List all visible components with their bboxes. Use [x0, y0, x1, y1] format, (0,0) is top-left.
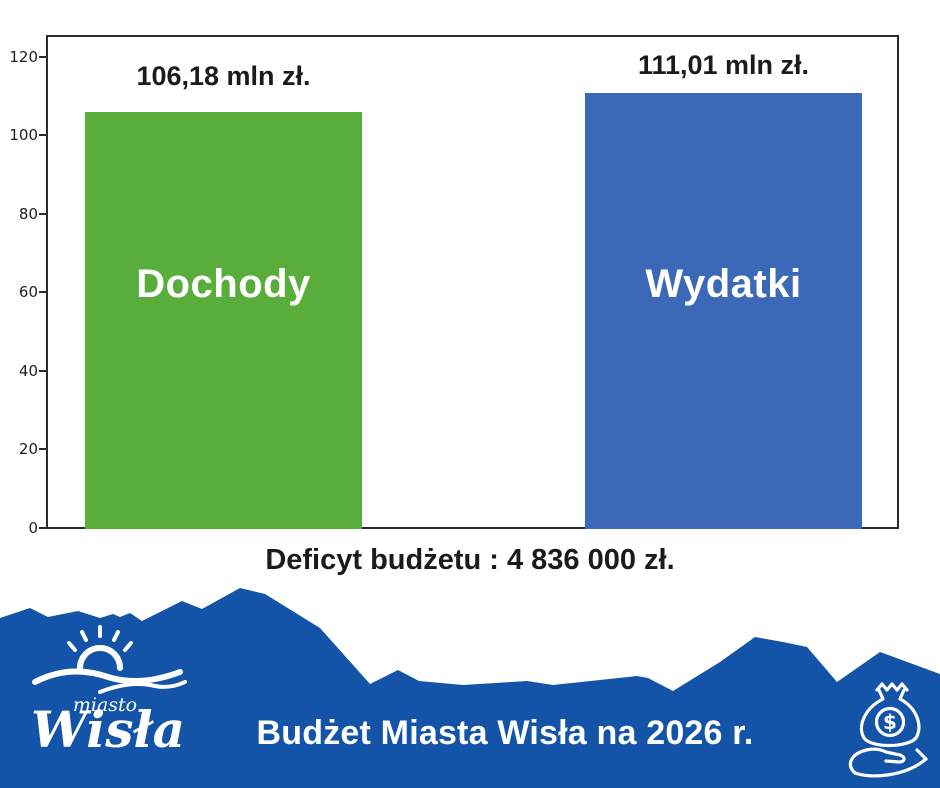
bar-category-label-dochody: Dochody: [136, 262, 311, 306]
ytick-label-20: 20: [18, 440, 38, 458]
deficit-annotation: Deficyt budżetu : 4 836 000 zł.: [265, 544, 675, 576]
budget-bar-chart: 120 100 80 60 40 20 0 106,18 mln zł. 111…: [9, 35, 899, 537]
banner-title: Budżet Miasta Wisła na 2026 r.: [256, 714, 754, 752]
bar-value-label-dochody: 106,18 mln zł.: [136, 61, 311, 91]
bar-dochody: [85, 112, 362, 529]
ytick-label-0: 0: [28, 519, 38, 537]
ytick-mark: [39, 448, 46, 450]
ytick-label-60: 60: [18, 283, 38, 301]
ytick-label-40: 40: [18, 362, 38, 380]
logo-miasto-text: miasto: [72, 694, 138, 716]
footer-banner: miasto Wisła Budżet Miasta Wisła na 2026…: [0, 588, 940, 788]
ytick-mark: [39, 527, 46, 529]
ytick-label-80: 80: [18, 205, 38, 223]
ytick-mark: [39, 56, 46, 58]
logo-wisla-text: Wisła: [30, 700, 186, 759]
bar-value-label-wydatki: 111,01 mln zł.: [637, 50, 810, 80]
mountain-silhouette: [0, 588, 940, 788]
ytick-mark: [39, 291, 46, 293]
ytick-label-100: 100: [9, 126, 38, 144]
bar-category-label-wydatki: Wydatki: [645, 262, 802, 306]
bar-wydatki: [585, 93, 862, 529]
ytick-mark: [39, 213, 46, 215]
money-bag-in-hand-icon: $: [848, 682, 928, 778]
sun-and-waves-icon: [32, 625, 187, 694]
ytick-mark: [39, 134, 46, 136]
dollar-sign: $: [883, 710, 897, 734]
ytick-label-120: 120: [9, 48, 38, 66]
ytick-mark: [39, 370, 46, 372]
